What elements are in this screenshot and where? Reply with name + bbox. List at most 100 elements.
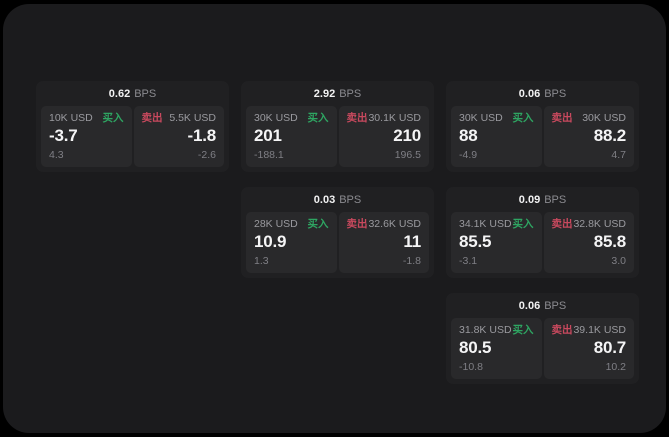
card-body: 30K USD 买入 201 -188.1 卖出 30.1K USD 210 1… [241, 106, 434, 167]
buy-side-label: 买入 [102, 112, 124, 124]
buy-quote-tile[interactable]: 30K USD 买入 88 -4.9 [451, 106, 542, 167]
bps-value: 0.06 [518, 299, 541, 312]
buy-change-value: 4.3 [49, 149, 64, 161]
sell-change-value: 4.7 [611, 149, 626, 161]
buy-side-label: 买入 [512, 218, 534, 230]
bps-unit-label: BPS [544, 299, 567, 312]
card-body: 30K USD 买入 88 -4.9 卖出 30K USD 88.2 4.7 [446, 106, 639, 167]
sell-quote-tile[interactable]: 卖出 5.5K USD -1.8 -2.6 [133, 106, 224, 167]
bps-value: 0.09 [518, 193, 541, 206]
quote-card: 0.06 BPS 31.8K USD 买入 80.5 -10.8 卖出 39.1… [446, 293, 639, 384]
card-header: 0.06 BPS [446, 293, 639, 318]
card-body: 31.8K USD 买入 80.5 -10.8 卖出 39.1K USD 80.… [446, 318, 639, 379]
buy-quote-tile[interactable]: 34.1K USD 买入 85.5 -3.1 [451, 212, 542, 273]
sell-tile-header: 卖出 30K USD [552, 112, 627, 125]
bps-unit-label: BPS [134, 87, 157, 100]
buy-size-label: 30K USD [459, 112, 503, 124]
sell-size-label: 32.6K USD [368, 218, 421, 230]
sell-change-value: 3.0 [611, 255, 626, 267]
sell-price-value: -1.8 [187, 126, 217, 145]
card-body: 34.1K USD 买入 85.5 -3.1 卖出 32.8K USD 85.8… [446, 212, 639, 273]
buy-change-value: -4.9 [459, 149, 478, 161]
buy-price-value: 85.5 [459, 232, 492, 251]
buy-size-label: 28K USD [254, 218, 298, 230]
sell-tile-header: 卖出 5.5K USD [142, 112, 217, 125]
quote-card: 0.06 BPS 30K USD 买入 88 -4.9 卖出 30K USD 8… [446, 81, 639, 172]
sell-price-value: 88.2 [593, 126, 626, 145]
sell-change-value: -1.8 [402, 255, 421, 267]
buy-size-label: 31.8K USD [459, 324, 512, 336]
buy-price-value: 80.5 [459, 338, 492, 357]
buy-size-label: 10K USD [49, 112, 93, 124]
buy-side-label: 买入 [307, 112, 329, 124]
sell-quote-tile[interactable]: 卖出 30K USD 88.2 4.7 [543, 106, 634, 167]
buy-change-value: -3.1 [459, 255, 478, 267]
buy-price-value: 10.9 [254, 232, 287, 251]
bps-value: 0.06 [518, 87, 541, 100]
buy-side-label: 买入 [512, 112, 534, 124]
sell-quote-tile[interactable]: 卖出 39.1K USD 80.7 10.2 [543, 318, 634, 379]
sell-side-label: 卖出 [551, 218, 573, 230]
card-header: 0.62 BPS [36, 81, 229, 106]
sell-quote-tile[interactable]: 卖出 30.1K USD 210 196.5 [338, 106, 429, 167]
bps-value: 0.62 [108, 87, 131, 100]
quote-card: 0.03 BPS 28K USD 买入 10.9 1.3 卖出 32.6K US… [241, 187, 434, 278]
buy-quote-tile[interactable]: 10K USD 买入 -3.7 4.3 [41, 106, 132, 167]
buy-side-label: 买入 [307, 218, 329, 230]
buy-quote-tile[interactable]: 28K USD 买入 10.9 1.3 [246, 212, 337, 273]
sell-side-label: 卖出 [346, 218, 368, 230]
card-body: 28K USD 买入 10.9 1.3 卖出 32.6K USD 11 -1.8 [241, 212, 434, 273]
bps-unit-label: BPS [544, 87, 567, 100]
sell-tile-header: 卖出 32.6K USD [347, 218, 422, 231]
buy-side-label: 买入 [512, 324, 534, 336]
buy-tile-header: 10K USD 买入 [49, 112, 124, 125]
bps-unit-label: BPS [339, 193, 362, 206]
buy-change-value: 1.3 [254, 255, 269, 267]
sell-quote-tile[interactable]: 卖出 32.8K USD 85.8 3.0 [543, 212, 634, 273]
sell-price-value: 11 [403, 232, 421, 251]
buy-change-value: -188.1 [254, 149, 284, 161]
buy-tile-header: 28K USD 买入 [254, 218, 329, 231]
sell-side-label: 卖出 [551, 324, 573, 336]
buy-size-label: 30K USD [254, 112, 298, 124]
buy-size-label: 34.1K USD [459, 218, 512, 230]
sell-change-value: 10.2 [605, 361, 626, 373]
sell-price-value: 210 [393, 126, 421, 145]
quote-card: 0.62 BPS 10K USD 买入 -3.7 4.3 卖出 5.5K USD… [36, 81, 229, 172]
sell-price-value: 85.8 [593, 232, 626, 251]
sell-tile-header: 卖出 30.1K USD [347, 112, 422, 125]
buy-tile-header: 34.1K USD 买入 [459, 218, 534, 231]
buy-tile-header: 30K USD 买入 [254, 112, 329, 125]
buy-price-value: 88 [459, 126, 478, 145]
buy-change-value: -10.8 [459, 361, 483, 373]
buy-tile-header: 30K USD 买入 [459, 112, 534, 125]
sell-tile-header: 卖出 32.8K USD [552, 218, 627, 231]
card-header: 2.92 BPS [241, 81, 434, 106]
card-header: 0.09 BPS [446, 187, 639, 212]
quote-card: 0.09 BPS 34.1K USD 买入 85.5 -3.1 卖出 32.8K… [446, 187, 639, 278]
card-header: 0.03 BPS [241, 187, 434, 212]
sell-size-label: 39.1K USD [573, 324, 626, 336]
bps-value: 2.92 [313, 87, 336, 100]
quote-card: 2.92 BPS 30K USD 买入 201 -188.1 卖出 30.1K … [241, 81, 434, 172]
sell-size-label: 30.1K USD [368, 112, 421, 124]
sell-side-label: 卖出 [346, 112, 368, 124]
bps-unit-label: BPS [544, 193, 567, 206]
sell-tile-header: 卖出 39.1K USD [552, 324, 627, 337]
buy-price-value: -3.7 [49, 126, 78, 145]
bps-unit-label: BPS [339, 87, 362, 100]
sell-change-value: -2.6 [197, 149, 216, 161]
sell-price-value: 80.7 [593, 338, 626, 357]
sell-size-label: 30K USD [582, 112, 626, 124]
sell-size-label: 32.8K USD [573, 218, 626, 230]
buy-tile-header: 31.8K USD 买入 [459, 324, 534, 337]
buy-quote-tile[interactable]: 30K USD 买入 201 -188.1 [246, 106, 337, 167]
app-panel: 0.62 BPS 10K USD 买入 -3.7 4.3 卖出 5.5K USD… [3, 4, 666, 433]
sell-side-label: 卖出 [551, 112, 573, 124]
sell-quote-tile[interactable]: 卖出 32.6K USD 11 -1.8 [338, 212, 429, 273]
card-body: 10K USD 买入 -3.7 4.3 卖出 5.5K USD -1.8 -2.… [36, 106, 229, 167]
sell-side-label: 卖出 [141, 112, 163, 124]
card-header: 0.06 BPS [446, 81, 639, 106]
buy-quote-tile[interactable]: 31.8K USD 买入 80.5 -10.8 [451, 318, 542, 379]
